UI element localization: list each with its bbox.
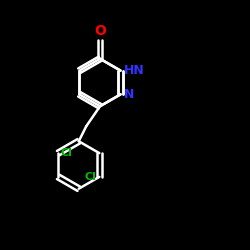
Text: Cl: Cl [85, 172, 97, 182]
Text: N: N [124, 88, 134, 101]
Text: Cl: Cl [61, 148, 72, 158]
Text: O: O [94, 24, 106, 38]
Text: HN: HN [124, 64, 144, 77]
